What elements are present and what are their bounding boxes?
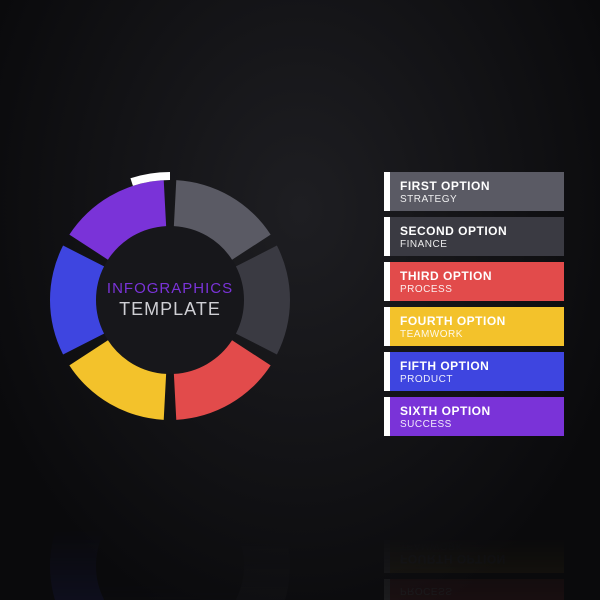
legend-accent-bar — [384, 534, 390, 573]
legend-subtitle: FINANCE — [400, 239, 564, 250]
legend-item: FIRST OPTIONSTRATEGY — [384, 172, 564, 211]
legend-title: THIRD OPTION — [400, 269, 564, 283]
legend-title: FIFTH OPTION — [400, 508, 564, 522]
legend-subtitle: STRATEGY — [400, 194, 564, 205]
legend-title: FOURTH OPTION — [400, 314, 564, 328]
legend-item: THIRD OPTIONPROCESS — [384, 579, 564, 600]
donut-chart: INFOGRAPHICS TEMPLATE — [40, 170, 300, 430]
legend-body: FIRST OPTIONSTRATEGY — [390, 172, 564, 211]
legend-subtitle: PRODUCT — [400, 374, 564, 385]
donut-segment — [69, 446, 166, 526]
legend-subtitle: TEAMWORK — [400, 541, 564, 552]
legend-accent-bar — [384, 444, 390, 483]
legend-body: THIRD OPTIONPROCESS — [390, 579, 564, 600]
legend-item: FOURTH OPTIONTEAMWORK — [384, 534, 564, 573]
legend-accent-bar — [384, 579, 390, 600]
legend-reflection: FIRST OPTIONSTRATEGYSECOND OPTIONFINANCE… — [384, 444, 564, 600]
legend-body: THIRD OPTIONPROCESS — [390, 262, 564, 301]
legend-title: FOURTH OPTION — [400, 553, 564, 567]
donut-segment — [50, 246, 104, 355]
legend-body: FOURTH OPTIONTEAMWORK — [390, 307, 564, 346]
donut-segment — [236, 246, 290, 355]
legend-body: SIXTH OPTIONSUCCESS — [390, 444, 564, 483]
infographic-stage: INFOGRAPHICS TEMPLATE FIRST OPTIONSTRATE… — [0, 0, 600, 600]
donut-svg — [40, 170, 300, 430]
legend-body: SECOND OPTIONFINANCE — [390, 217, 564, 256]
legend-subtitle: SUCCESS — [400, 419, 564, 430]
donut-reflection — [40, 436, 300, 600]
legend-item: SECOND OPTIONFINANCE — [384, 217, 564, 256]
legend-item: THIRD OPTIONPROCESS — [384, 262, 564, 301]
legend-title: SIXTH OPTION — [400, 463, 564, 477]
legend-subtitle: TEAMWORK — [400, 329, 564, 340]
legend-title: FIFTH OPTION — [400, 359, 564, 373]
donut-segment — [236, 512, 290, 600]
legend-title: FIRST OPTION — [400, 179, 564, 193]
legend-item: FIFTH OPTIONPRODUCT — [384, 352, 564, 391]
legend: FIRST OPTIONSTRATEGY SECOND OPTIONFINANCE… — [384, 172, 564, 436]
legend-body: FOURTH OPTIONTEAMWORK — [390, 534, 564, 573]
legend-body: FIFTH OPTIONPRODUCT — [390, 489, 564, 528]
legend-subtitle: SUCCESS — [400, 451, 564, 462]
legend-item: SIXTH OPTIONSUCCESS — [384, 444, 564, 483]
donut-segment — [50, 512, 104, 600]
legend-subtitle: PRODUCT — [400, 496, 564, 507]
legend-subtitle: PROCESS — [400, 586, 564, 597]
legend-title: SIXTH OPTION — [400, 404, 564, 418]
legend-body: FIFTH OPTIONPRODUCT — [390, 352, 564, 391]
legend-subtitle: PROCESS — [400, 284, 564, 295]
legend-title: SECOND OPTION — [400, 224, 564, 238]
legend-item: SIXTH OPTIONSUCCESS — [384, 397, 564, 436]
legend-item: FIFTH OPTIONPRODUCT — [384, 489, 564, 528]
legend-item: FOURTH OPTIONTEAMWORK — [384, 307, 564, 346]
legend-accent-bar — [384, 489, 390, 528]
legend-body: SIXTH OPTIONSUCCESS — [390, 397, 564, 436]
donut-segment — [174, 446, 271, 526]
